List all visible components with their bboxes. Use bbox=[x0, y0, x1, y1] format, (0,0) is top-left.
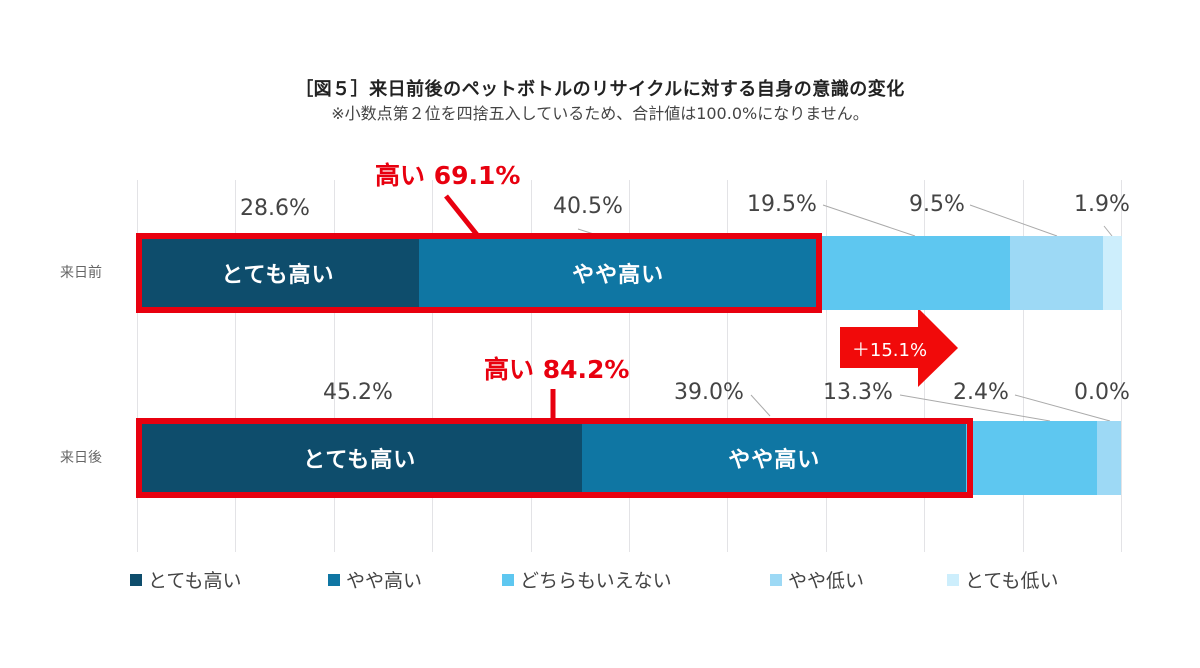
legend-label: やや低い bbox=[788, 570, 865, 592]
gridline bbox=[629, 180, 630, 552]
segment-label: とても高い bbox=[221, 263, 335, 288]
bar-row-after: とても高い やや高い bbox=[137, 421, 1122, 495]
value-label: 0.0% bbox=[1074, 380, 1130, 405]
highlight-box-before bbox=[136, 233, 822, 313]
legend-swatch bbox=[502, 573, 514, 586]
bar-row-before: とても高い やや高い bbox=[137, 236, 1122, 310]
legend-item-very-high: とても高い bbox=[130, 566, 241, 593]
segment-neutral bbox=[966, 421, 1098, 495]
legend-item-somewhat-high: やや高い bbox=[328, 566, 422, 593]
increase-arrow-label: ＋15.1% bbox=[851, 340, 928, 361]
highlight-box-after bbox=[136, 418, 973, 498]
value-label: 28.6% bbox=[240, 196, 310, 221]
legend-swatch bbox=[130, 573, 142, 586]
legend-item-neutral: どちらもいえない bbox=[502, 566, 672, 593]
gridline bbox=[727, 180, 728, 552]
chart-subtitle: ※小数点第２位を四捨五入しているため、合計値は100.0%になりません。 bbox=[331, 104, 869, 123]
legend-label: とても低い bbox=[965, 570, 1059, 592]
gridline bbox=[235, 180, 236, 552]
value-label: 45.2% bbox=[323, 380, 393, 405]
legend-swatch bbox=[328, 573, 340, 586]
callout-line-before bbox=[444, 194, 480, 238]
legend-label: どちらもいえない bbox=[520, 570, 672, 592]
segment-label: とても高い bbox=[302, 448, 417, 473]
segment-neutral bbox=[817, 236, 1010, 310]
legend-label: やや高い bbox=[346, 570, 423, 592]
value-label: 1.9% bbox=[1074, 192, 1130, 217]
chart-title: ［図５］来日前後のペットボトルのリサイクルに対する自身の意識の変化 bbox=[295, 79, 905, 100]
segment-label: やや高い bbox=[728, 448, 821, 473]
legend-label: とても高い bbox=[148, 570, 242, 592]
value-label: 40.5% bbox=[553, 194, 623, 219]
segment-somewhat-high: やや高い bbox=[418, 236, 818, 310]
value-label: 19.5% bbox=[747, 192, 817, 217]
category-label-before: 来日前 bbox=[60, 265, 102, 281]
increase-arrow-icon bbox=[840, 308, 958, 387]
legend: とても高い やや高い どちらもいえない やや低い とても低い bbox=[0, 566, 1200, 596]
gridline bbox=[826, 180, 827, 552]
category-label-after: 来日後 bbox=[60, 450, 102, 466]
legend-item-somewhat-low: やや低い bbox=[770, 566, 864, 593]
gridline bbox=[137, 180, 138, 552]
segment-very-high: とても高い bbox=[137, 236, 419, 310]
value-label: 39.0% bbox=[674, 380, 744, 405]
callout-high-before: 高い 69.1% bbox=[375, 161, 521, 190]
segment-label: やや高い bbox=[572, 263, 665, 288]
segment-somewhat-low bbox=[1009, 236, 1104, 310]
gridline bbox=[1121, 180, 1122, 552]
segment-somewhat-high: やや高い bbox=[582, 421, 967, 495]
legend-item-very-low: とても低い bbox=[947, 566, 1058, 593]
value-label: 9.5% bbox=[909, 192, 965, 217]
legend-swatch bbox=[770, 573, 782, 586]
segment-somewhat-low bbox=[1097, 421, 1121, 495]
gridline bbox=[432, 180, 433, 552]
value-label: 2.4% bbox=[953, 380, 1009, 405]
value-label: 13.3% bbox=[823, 380, 893, 405]
leader-lines bbox=[577, 204, 1113, 422]
gridline bbox=[334, 180, 335, 552]
gridline bbox=[531, 180, 532, 552]
gridline bbox=[1023, 180, 1024, 552]
segment-very-low bbox=[1103, 236, 1122, 310]
callout-high-after: 高い 84.2% bbox=[484, 355, 630, 384]
legend-swatch bbox=[947, 573, 959, 586]
segment-very-high: とても高い bbox=[137, 421, 583, 495]
